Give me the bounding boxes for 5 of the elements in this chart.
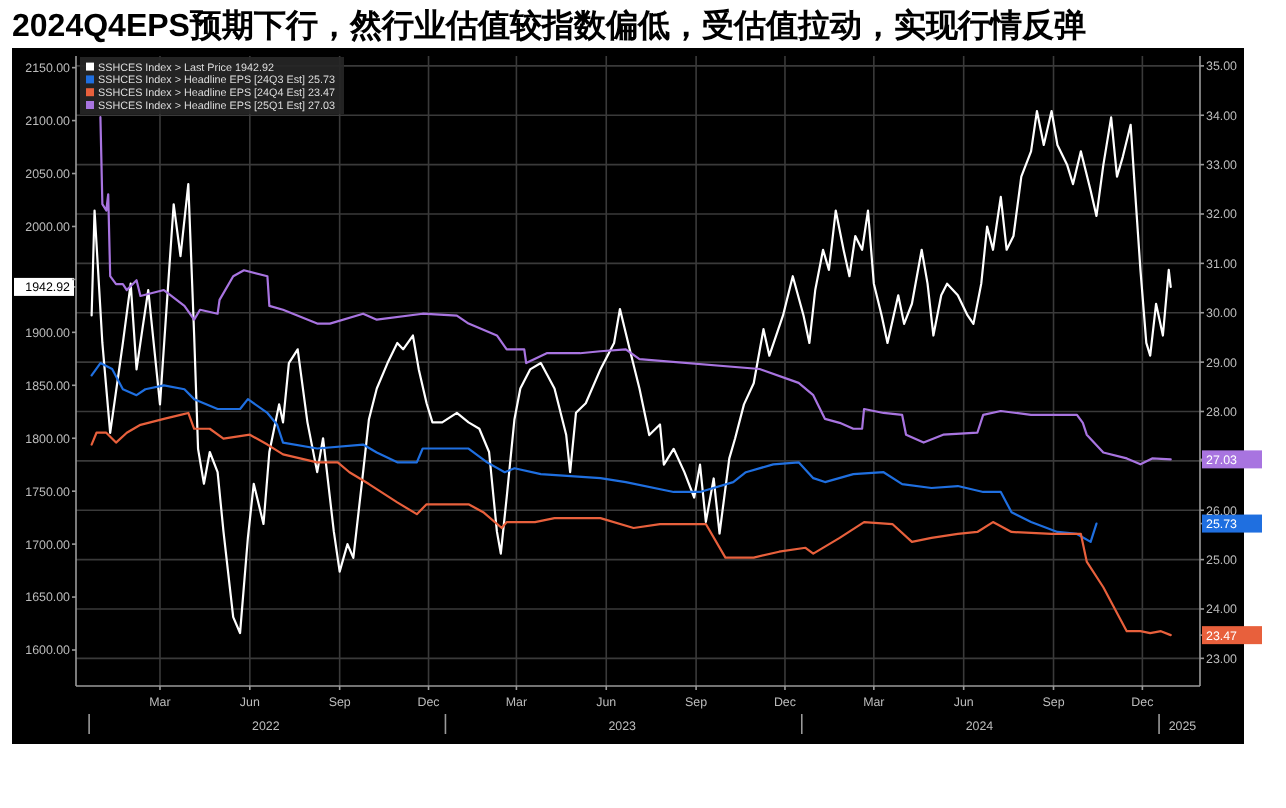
line-series (90, 362, 1098, 543)
line-series (90, 109, 1172, 635)
chart-title: 2024Q4EPS预期下行，然行业估值较指数偏低，受估值拉动，实现行情反弹 (12, 8, 1086, 44)
line-series (90, 411, 1172, 637)
line-series (99, 116, 1172, 466)
